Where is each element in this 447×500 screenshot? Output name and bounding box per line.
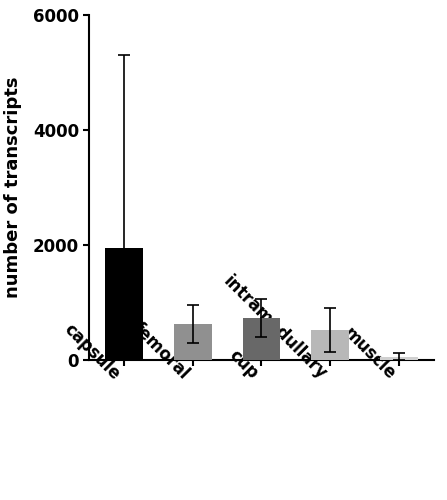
Bar (312, 330, 349, 360)
Bar (380, 357, 418, 360)
Y-axis label: number of transcripts: number of transcripts (4, 76, 22, 298)
Bar (174, 324, 211, 360)
Bar (243, 318, 280, 360)
Bar (105, 248, 143, 360)
